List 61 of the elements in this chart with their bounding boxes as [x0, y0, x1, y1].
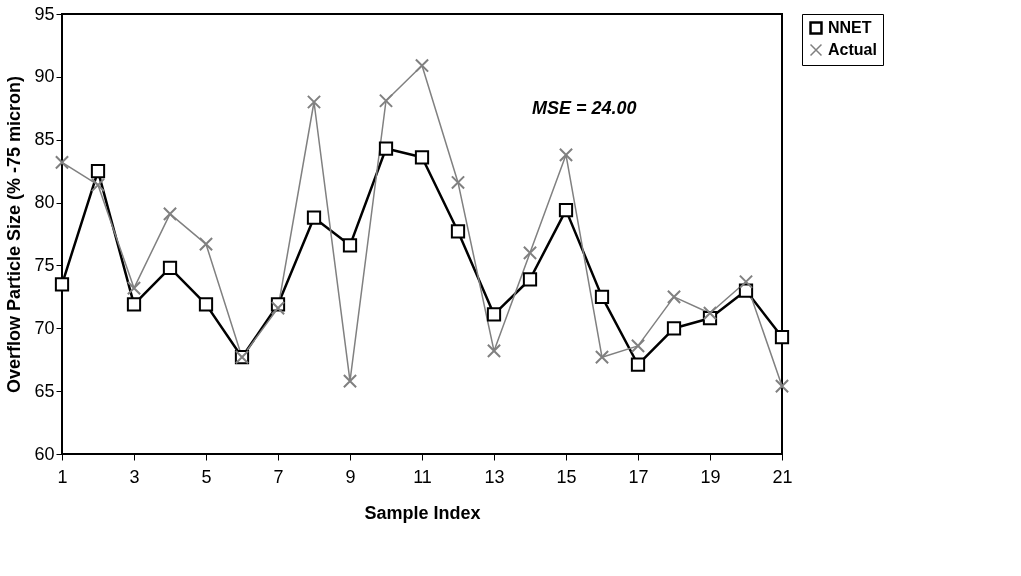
y-tick-label: 80 — [34, 192, 55, 213]
point — [774, 378, 790, 394]
point — [306, 94, 322, 110]
x-tick-label: 19 — [700, 466, 721, 487]
legend-label: Actual — [828, 41, 877, 58]
x-tick-label: 5 — [201, 466, 212, 487]
point — [270, 301, 286, 316]
x-tick-label: 3 — [129, 466, 140, 487]
annotation: MSE = 24.00 — [532, 98, 637, 118]
point — [666, 321, 682, 336]
x-tick-label: 1 — [57, 466, 68, 487]
point — [702, 306, 718, 321]
point — [414, 58, 430, 73]
point — [378, 93, 394, 108]
point — [630, 338, 646, 354]
point — [342, 238, 358, 253]
point — [594, 350, 610, 365]
y-tick-label: 65 — [34, 380, 55, 401]
point — [126, 280, 142, 296]
y-axis-title: Overflow Particle Size (% -75 micron) — [4, 75, 25, 394]
point — [774, 329, 790, 345]
point — [90, 177, 106, 193]
point — [162, 206, 178, 222]
point — [126, 297, 142, 312]
x-tick-label: 13 — [484, 466, 505, 487]
point — [594, 289, 610, 304]
y-tick-label: 70 — [34, 317, 55, 338]
y-tick-label: 95 — [34, 3, 55, 24]
y-tick-label: 60 — [34, 443, 55, 464]
point — [198, 236, 214, 252]
point — [342, 373, 358, 389]
point — [666, 289, 682, 304]
point — [306, 210, 322, 225]
point — [54, 155, 70, 170]
point — [522, 272, 538, 287]
x-tick-label: 21 — [772, 466, 793, 487]
x-tick-label: 15 — [556, 466, 577, 487]
x-axis-title: Sample Index — [364, 502, 481, 523]
point — [90, 164, 106, 179]
point — [558, 202, 574, 218]
point — [738, 274, 754, 289]
point — [486, 343, 502, 359]
point — [450, 175, 466, 190]
y-tick-label: 85 — [34, 129, 55, 150]
point — [198, 297, 214, 312]
point — [522, 245, 538, 260]
point — [54, 277, 70, 292]
point — [162, 260, 178, 276]
x-tick-label: 17 — [628, 466, 649, 487]
point — [558, 147, 574, 162]
x-tick-label: 11 — [413, 466, 432, 487]
point — [630, 357, 646, 372]
point — [414, 150, 430, 165]
x-tick-label: 9 — [345, 466, 356, 487]
y-tick-label: 75 — [34, 254, 55, 275]
legend-label: NNET — [828, 19, 872, 36]
point — [378, 141, 394, 156]
point — [450, 224, 466, 239]
y-tick-label: 90 — [34, 66, 55, 87]
point — [486, 307, 502, 322]
x-tick-label: 7 — [273, 466, 284, 487]
